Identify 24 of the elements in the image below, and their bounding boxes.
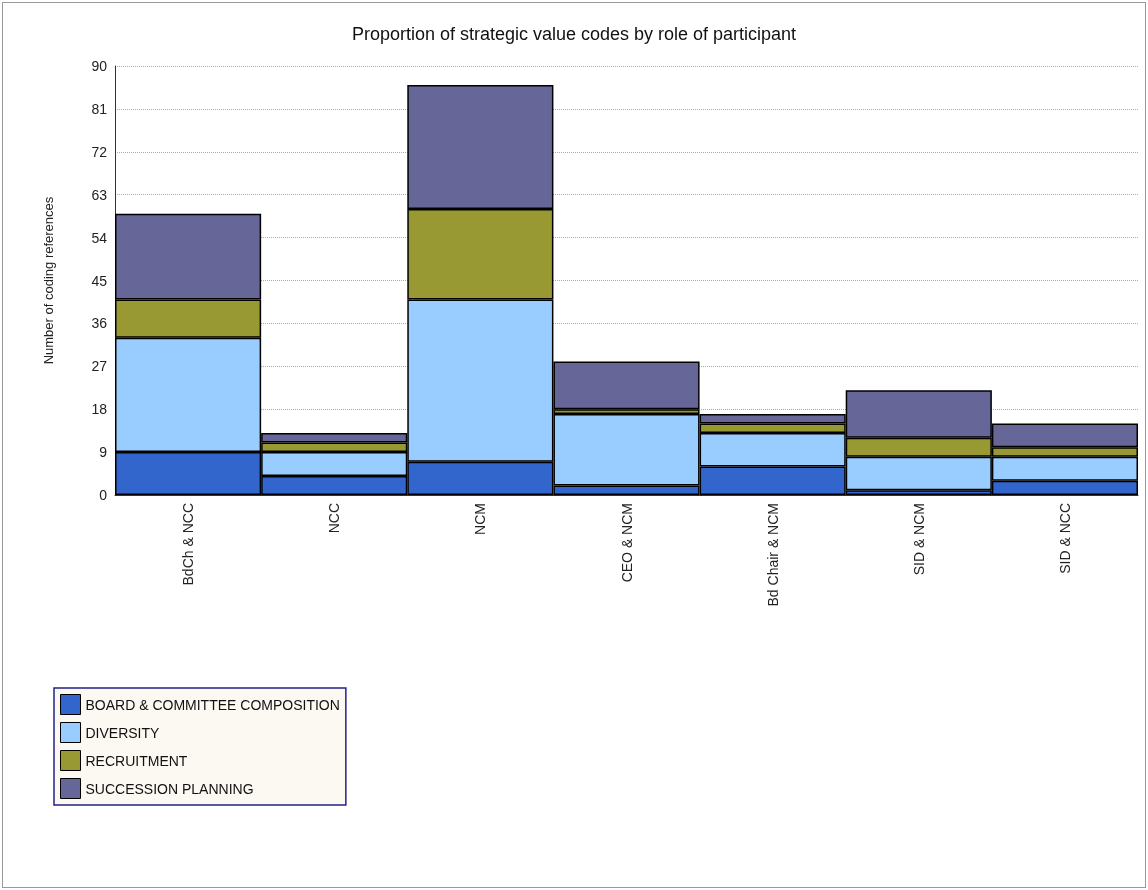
legend-label: BOARD & COMMITTEE COMPOSITION: [85, 696, 340, 713]
x-tick-label: NCM: [472, 503, 489, 535]
y-tick-label: 0: [99, 487, 108, 503]
y-tick-label: 63: [91, 186, 108, 203]
x-tick-label: CEO & NCM: [618, 503, 635, 583]
y-tick-label: 90: [91, 58, 108, 74]
y-tick-label: 45: [91, 272, 108, 289]
y-tick-label: 36: [91, 315, 108, 332]
y-tick-label: 27: [91, 358, 108, 375]
y-tick-label: 81: [91, 100, 108, 117]
legend-label: SUCCESSION PLANNING: [85, 780, 254, 797]
y-axis-title: Number of coding references: [41, 196, 56, 365]
chart-title: Proportion of strategic value codes by role of participant: [351, 24, 797, 44]
x-tick-label: Bd Chair & NCM: [764, 503, 781, 607]
legend-label: RECRUITMENT: [85, 752, 188, 769]
x-tick-label: NCC: [326, 503, 343, 534]
legend-label: DIVERSITY: [85, 724, 161, 741]
y-tick-label: 54: [91, 229, 108, 246]
x-tick-label: SID & NCM: [910, 503, 927, 576]
y-tick-label: 18: [91, 401, 108, 418]
x-tick-label: SID & NCC: [1056, 503, 1073, 574]
x-tick-label: BdCh & NCC: [180, 503, 197, 586]
y-tick-label: 72: [91, 143, 108, 160]
y-tick-label: 9: [99, 444, 108, 461]
